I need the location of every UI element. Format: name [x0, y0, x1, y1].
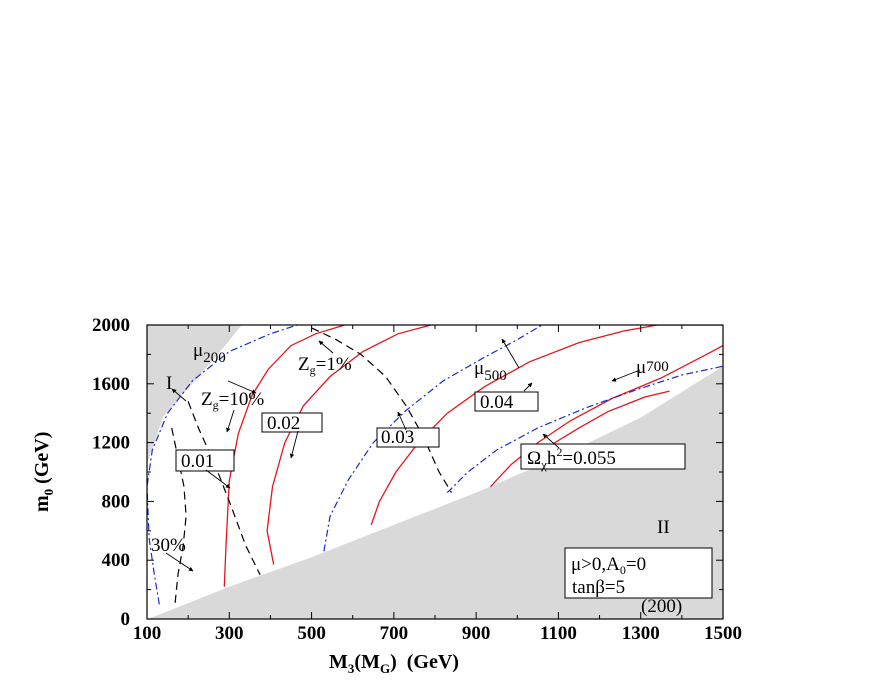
relic-0.01-box [175, 449, 235, 472]
y-tick-label: 2000 [92, 315, 130, 336]
arrow-zg10-down [226, 409, 235, 433]
relic-0.04-box [474, 391, 539, 412]
x-tick-label: 900 [462, 623, 491, 644]
y-tick-label: 1600 [92, 374, 130, 395]
relic-0.055-label: Ωχh2=0.055 [527, 445, 616, 472]
contour-curves [147, 325, 723, 605]
arrow-0.04 [523, 382, 533, 392]
arrow-0.055 [542, 433, 560, 449]
y-tick-label: 0 [121, 609, 131, 630]
x-tick-label: 1300 [622, 623, 660, 644]
relic-0.03-box [376, 427, 440, 448]
mu200-label: μ200 [193, 340, 226, 366]
relic-0.055-box [520, 443, 686, 470]
y-tick-label: 400 [102, 550, 131, 571]
relic-curve-0.02 [266, 325, 432, 565]
params-line-1: μ>0,A0=0 [571, 554, 646, 577]
label-arrows [165, 338, 641, 572]
x-tick-label: 100 [133, 623, 162, 644]
relic-0.02-box [261, 412, 323, 433]
arrow-0.01 [205, 469, 231, 489]
arrow-zg30 [165, 552, 194, 572]
arrow-0.02 [289, 430, 299, 459]
relic-0.04-label: 0.04 [480, 392, 514, 413]
relic-0.02-label: 0.02 [267, 413, 300, 434]
x-tick-label: 500 [297, 623, 326, 644]
x-axis-title: M3(MG) (GeV) [329, 651, 459, 676]
x-tick-label: 1500 [704, 623, 742, 644]
mu-curve-μ700 [446, 365, 723, 494]
x-tick-label: 1100 [540, 623, 577, 644]
arrow-mu700 [611, 369, 641, 382]
y-tick-label: 1200 [92, 433, 130, 454]
params-line-2: tanβ=5 [572, 577, 625, 598]
zg-30pct-label: 30% [151, 535, 186, 556]
mu700-label: μ700 [636, 357, 669, 378]
arrow-mu500 [501, 338, 520, 369]
mu-curve-μ200 [147, 325, 298, 605]
zg-curve-10% [187, 401, 261, 576]
region-I-label: I [166, 373, 172, 394]
y-tick-label: 800 [102, 491, 131, 512]
y-axis-title: m0(GeV) [31, 432, 56, 512]
arrow-zg1-up [318, 340, 334, 354]
params-box [564, 547, 713, 599]
axis-ticks: 100 300 500 700 900 1100 1300 1500 0 400 800 1200 16… [92, 315, 742, 644]
zg-1pct-label: Zg=1% [298, 354, 352, 377]
x-tick-label: 300 [215, 623, 244, 644]
relic-curve-0.04 [490, 345, 723, 488]
relic-curve-0.01 [223, 325, 345, 587]
arrow-mu200 [227, 380, 257, 394]
mu500-label: μ500 [474, 358, 507, 384]
relic-0.03-label: 0.03 [381, 427, 414, 448]
region-II-label: II [657, 517, 670, 538]
relic-curve-0.03 [370, 325, 723, 526]
params-line-3: (200) [641, 596, 682, 617]
zg-10pct-label: Zg=10% [201, 389, 264, 412]
arrow-zg10-left [171, 388, 187, 402]
arrow-0.03 [397, 411, 407, 431]
excluded-region-I [147, 325, 242, 464]
zg-curve-1% [311, 327, 453, 493]
relic-0.01-label: 0.01 [181, 451, 214, 472]
x-tick-label: 700 [380, 623, 409, 644]
